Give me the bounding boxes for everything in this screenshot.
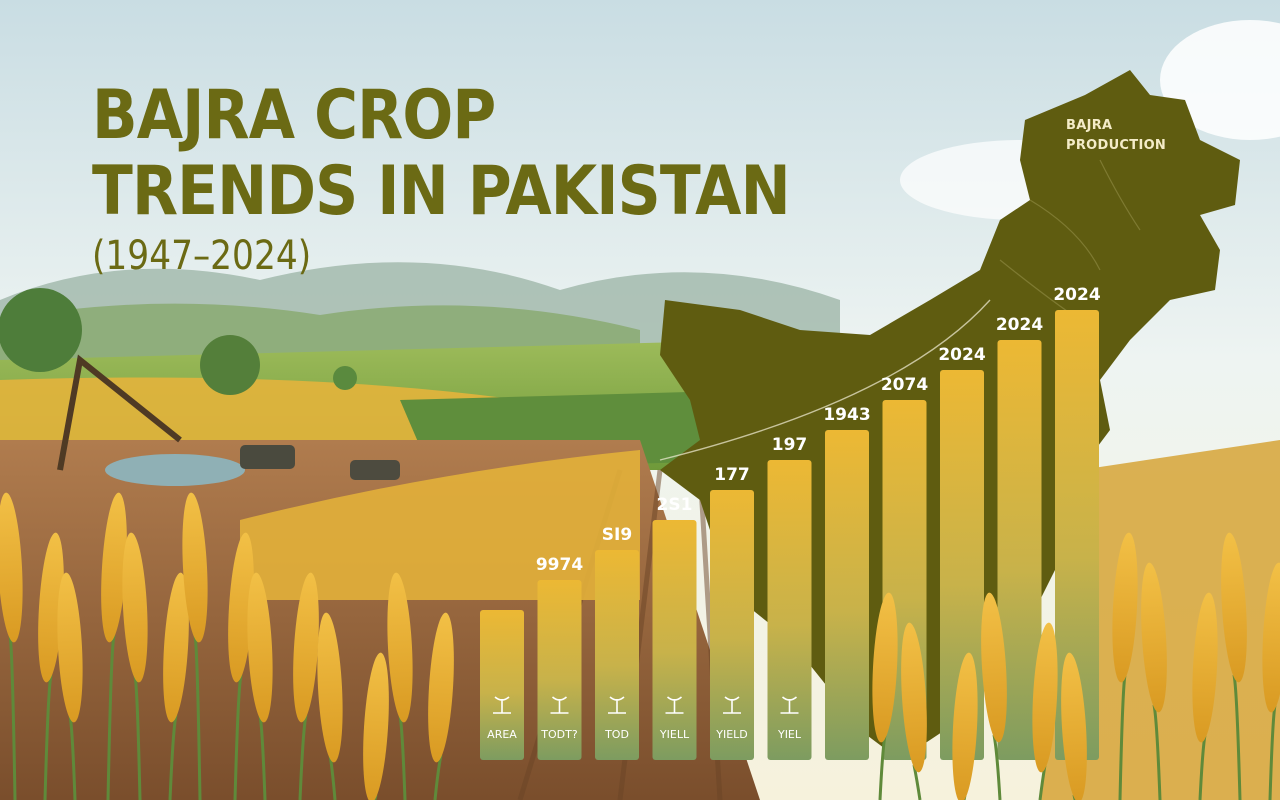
wheat-stalk [182, 492, 208, 800]
wheat-stalk [1262, 562, 1280, 800]
bar-4 [652, 520, 697, 760]
page-title-line-1: BAJRA CROP [92, 76, 496, 155]
bar-chart: AREA 9974 TODT? SI9 TOD 2S1 YIELL 177 YIELD 197 YI… [480, 285, 1101, 760]
foreground-wheat-right [872, 532, 1280, 800]
wheat-stalk [1112, 532, 1138, 800]
bar-10 [997, 340, 1042, 760]
wheat-stalk [228, 532, 254, 800]
bar-5 [710, 490, 754, 760]
bar-7 [825, 430, 869, 760]
wheat-stalk [317, 612, 343, 800]
sprout-icon [493, 696, 511, 714]
cup-icon [665, 696, 684, 714]
wheat-stalk [1221, 532, 1247, 800]
wheat-stalk [981, 592, 1007, 800]
wheat-stalk [1141, 562, 1167, 800]
wheat-stalk [247, 572, 273, 800]
bar-6 [767, 460, 812, 760]
bar-value-label: 2074 [881, 375, 928, 395]
bar-2 [537, 580, 582, 760]
category-label: YIELD [715, 728, 748, 741]
cloud [1160, 20, 1280, 140]
wheat-stalk [57, 572, 83, 800]
wheat-stalk [428, 612, 454, 800]
decorative-curve [659, 299, 991, 461]
tree [200, 335, 260, 395]
equipment [350, 460, 400, 480]
cup-icon [780, 696, 799, 714]
title-block: BAJRA CROP TRENDS IN PAKISTAN (1947–2024… [92, 78, 885, 280]
golden-field-strip [0, 377, 520, 440]
seedling-icon [608, 696, 626, 714]
wheat-stalk [293, 572, 319, 800]
category-label: YIELL [659, 728, 690, 741]
bar-value-label: 177 [714, 465, 750, 485]
bar-value-label: 2024 [996, 315, 1043, 335]
category-label: TODT? [540, 728, 578, 741]
bar-1 [480, 610, 524, 760]
bar-value-label: 2024 [1053, 285, 1100, 305]
bar-3 [595, 550, 639, 760]
bar-value-label: SI9 [602, 525, 632, 545]
wheat-stalk [101, 492, 127, 800]
wheat-stalk [38, 532, 64, 800]
wheat-stalk [1061, 652, 1087, 800]
bar-value-label: 2024 [938, 345, 985, 365]
wheat-stalk [1032, 622, 1058, 800]
category-label: TOD [604, 728, 629, 741]
stalks-icon [550, 696, 569, 714]
tree [333, 366, 357, 390]
equipment [240, 445, 295, 469]
wheat-stalk [122, 532, 148, 800]
category-label: AREA [487, 728, 517, 741]
wheat-stalk [901, 622, 927, 800]
wheat-stalk [1192, 592, 1218, 800]
map-label: BAJRA PRODUCTION [1066, 118, 1167, 153]
wheat-stalk [363, 652, 389, 800]
water-tank [105, 454, 245, 486]
bar-value-label: 1943 [823, 405, 870, 425]
wheat-stalk [0, 492, 23, 800]
wheat-stalk [952, 652, 978, 800]
bar-value-label: 9974 [536, 555, 583, 575]
page-title-line-2: TRENDS IN PAKISTAN [92, 152, 791, 231]
foreground-wheat-left [0, 492, 454, 800]
page-subtitle: (1947–2024) [92, 233, 312, 279]
wheat-stalk [387, 572, 413, 800]
bar-value-label: 197 [772, 435, 808, 455]
wheat-stalk [163, 572, 189, 800]
wheat-stalk [872, 592, 898, 800]
bar-value-label: 2S1 [657, 495, 693, 515]
crop-band [240, 450, 640, 600]
category-label: YIEL [777, 728, 802, 741]
tree [0, 288, 82, 372]
basket-icon [723, 696, 741, 714]
bar-11 [1055, 310, 1099, 760]
well-frame [57, 354, 182, 471]
